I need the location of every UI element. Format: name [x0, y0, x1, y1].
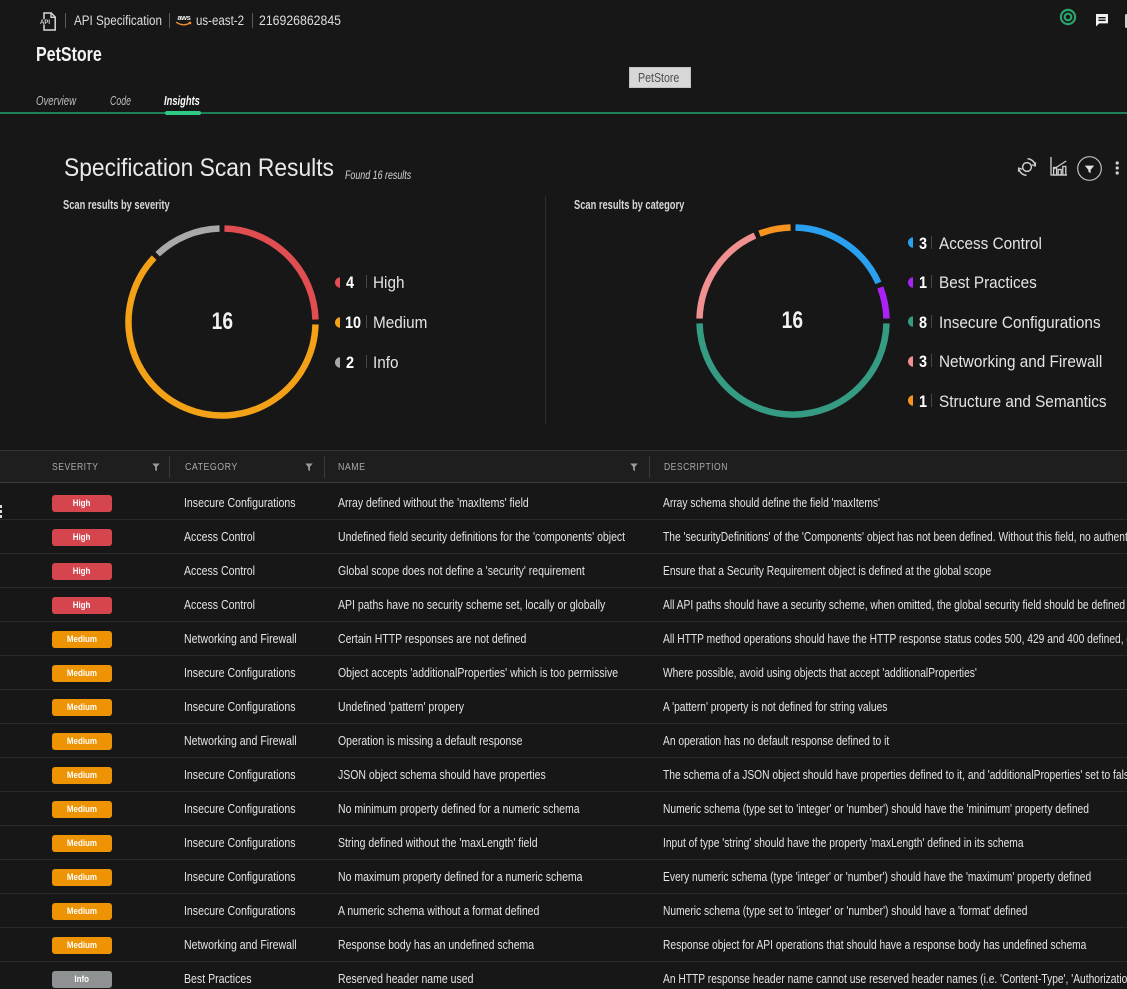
- svg-text:API: API: [40, 20, 50, 26]
- svg-text:aws: aws: [177, 13, 190, 22]
